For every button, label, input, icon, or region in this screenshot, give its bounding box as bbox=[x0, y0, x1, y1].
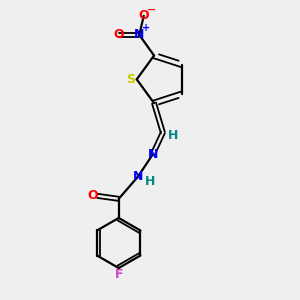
Text: N: N bbox=[134, 28, 145, 41]
Text: O: O bbox=[138, 9, 149, 22]
Text: O: O bbox=[113, 28, 124, 41]
Text: +: + bbox=[142, 23, 150, 33]
Text: H: H bbox=[168, 129, 178, 142]
Text: F: F bbox=[115, 268, 123, 281]
Text: O: O bbox=[88, 189, 98, 203]
Text: −: − bbox=[147, 5, 157, 15]
Text: N: N bbox=[147, 148, 158, 161]
Text: H: H bbox=[145, 175, 155, 188]
Text: N: N bbox=[133, 170, 143, 183]
Text: S: S bbox=[126, 73, 135, 86]
